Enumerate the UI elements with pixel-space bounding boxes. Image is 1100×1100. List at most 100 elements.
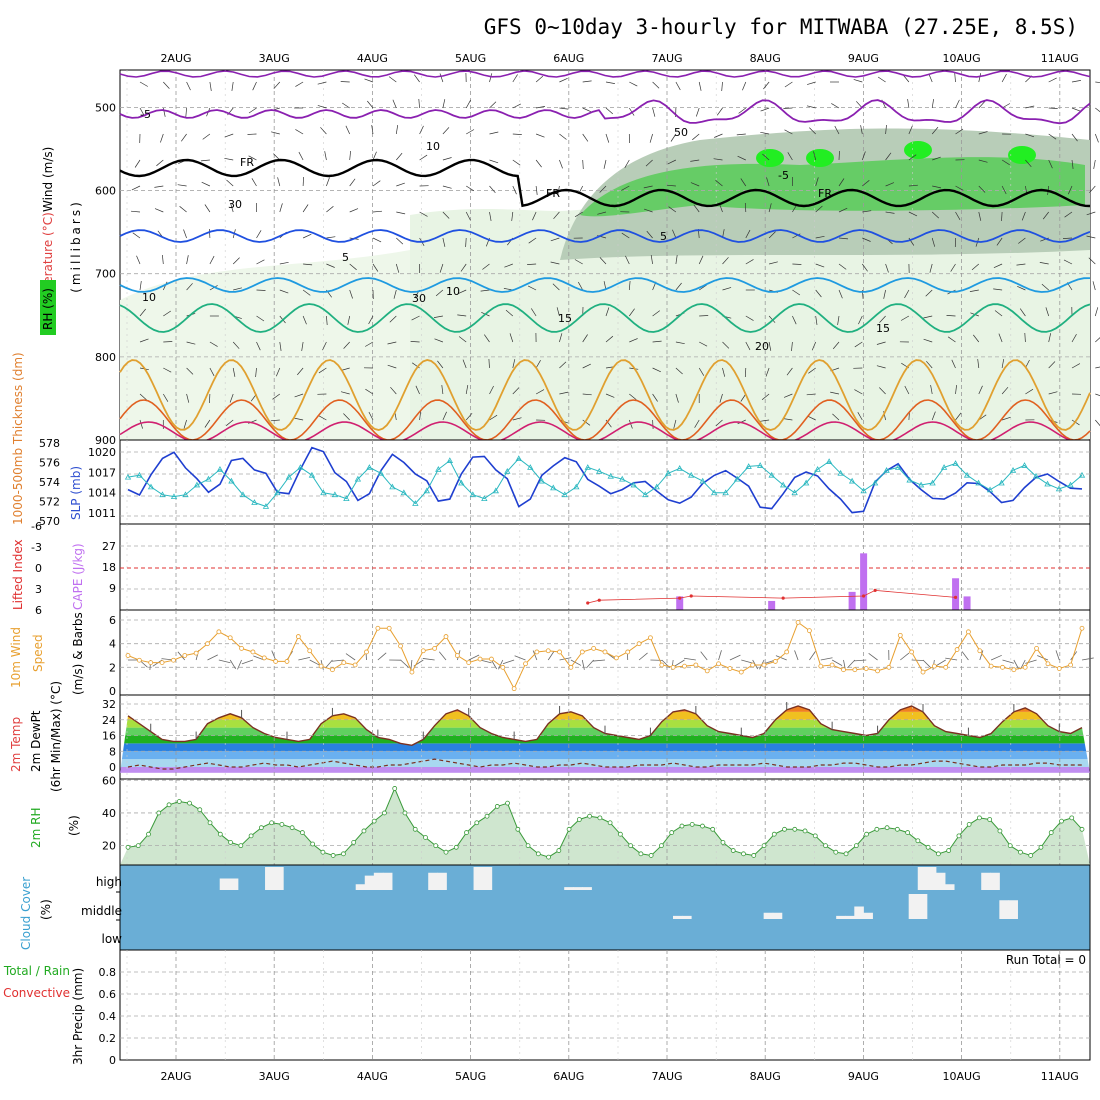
rh-point: [238, 843, 244, 849]
surface-wind-barb: [868, 652, 878, 661]
thickness-point: [400, 489, 408, 496]
day-label-bottom: 4AUG: [357, 1070, 388, 1083]
contour-minus10: [119, 70, 1091, 78]
wind-barb: [372, 180, 381, 187]
wind-speed-point: [875, 668, 880, 674]
wind-speed-point: [545, 648, 551, 654]
rh-point: [700, 823, 705, 829]
wind-barb: [768, 341, 772, 351]
wind-barb: [862, 210, 872, 213]
thickness-point: [182, 491, 189, 498]
cloud-bar: [373, 872, 384, 890]
surface-wind-barb: [831, 659, 843, 666]
wind-speed-point: [193, 650, 199, 656]
wind-barb: [1001, 386, 1009, 395]
surface-wind-barb: [498, 659, 504, 670]
wind-speed-point: [738, 669, 744, 675]
wind-barb: [900, 315, 910, 321]
wind-barb: [322, 341, 327, 351]
wind-barb: [302, 233, 312, 239]
cloud-bar: [944, 884, 955, 890]
contour-30: [119, 421, 1091, 443]
cape-bar: [848, 591, 856, 610]
wind-barb: [295, 129, 304, 135]
wind-barb: [695, 107, 700, 117]
wind-barb: [550, 261, 560, 265]
wind-barb: [1071, 133, 1078, 142]
wind-barb: [690, 159, 700, 162]
wind-barb: [550, 237, 560, 242]
wind-barb: [996, 237, 1003, 246]
surface-wind-barb: [491, 659, 498, 670]
wind-barb: [511, 211, 514, 221]
rh-point: [628, 843, 634, 849]
thickness-point: [929, 479, 936, 486]
wind-barb: [535, 185, 538, 195]
pressure-tick: 900: [95, 434, 116, 447]
wind-barb: [931, 99, 934, 109]
wind-barb: [582, 419, 591, 426]
surface-wind-barb: [586, 659, 594, 669]
cape-bar: [676, 596, 684, 610]
wind-barb: [389, 315, 397, 323]
thickness-point: [136, 471, 143, 478]
wind-barb: [437, 360, 444, 369]
wind-speed-point: [500, 664, 506, 670]
wind-barb: [605, 133, 610, 143]
wind-barb: [947, 336, 956, 343]
wind-barb: [646, 230, 653, 239]
wind-barb: [574, 211, 583, 218]
cloud-bar: [981, 872, 991, 890]
wind-barb: [163, 367, 172, 373]
surface-wind-barb: [593, 659, 606, 662]
wind-barb: [484, 334, 490, 343]
wind-speed-point: [784, 649, 790, 655]
precip-ylabel-1: Total / Rain: [3, 964, 70, 978]
thickness-point: [1055, 485, 1063, 492]
thickness-point: [389, 483, 396, 490]
wind-barb: [367, 100, 374, 109]
cape-tick: 9: [109, 582, 116, 595]
wind-barb: [489, 131, 499, 135]
rh-contour-label-30b: 30: [412, 292, 426, 305]
wind-barb: [652, 393, 658, 402]
rh-point: [915, 838, 921, 844]
thickness-point: [722, 489, 729, 496]
precip-panel: 0.8 0.6 0.4 0.2 0 Run Total = 0 Total / Rain…: [3, 949, 1091, 1067]
wind-barb: [232, 341, 240, 349]
rh-point: [874, 826, 880, 832]
rh2m-panel: 60 40 20 2m RH (%): [29, 774, 1091, 866]
rh-point: [125, 844, 131, 850]
surface-wind-barb: [718, 650, 722, 661]
cloud-bar: [564, 887, 574, 890]
surface-wind-barb: [468, 654, 480, 661]
temp-tick: 32: [102, 698, 116, 711]
wind-barb: [926, 360, 933, 369]
surface-wind-barb: [935, 659, 946, 667]
precip-tick: 0: [109, 1054, 116, 1067]
thickness-point: [412, 500, 419, 506]
thickness-point: [331, 491, 339, 498]
wind-barb: [744, 202, 747, 213]
thickness-point: [170, 493, 178, 500]
wind-barb: [838, 207, 848, 213]
wind-barb: [932, 185, 942, 189]
thickness-point: [423, 487, 431, 494]
li-point: [689, 594, 693, 598]
wind-speed-point: [795, 619, 801, 625]
wind-barb: [419, 154, 428, 161]
slp-tick: 1014: [88, 487, 116, 500]
wind-speed-point: [420, 648, 426, 654]
thickness-point: [527, 464, 534, 470]
wind-barb: [1042, 211, 1049, 220]
wind-barb: [930, 385, 933, 395]
wind-barb: [177, 184, 187, 187]
wind-barb: [713, 158, 723, 161]
wind-barb: [978, 211, 982, 221]
wind-barb: [860, 125, 863, 135]
wind-barb: [813, 151, 817, 161]
wind-barb: [442, 411, 447, 421]
wind-barb: [559, 107, 569, 110]
wind-barb: [722, 287, 732, 291]
wind-barb: [489, 211, 492, 221]
